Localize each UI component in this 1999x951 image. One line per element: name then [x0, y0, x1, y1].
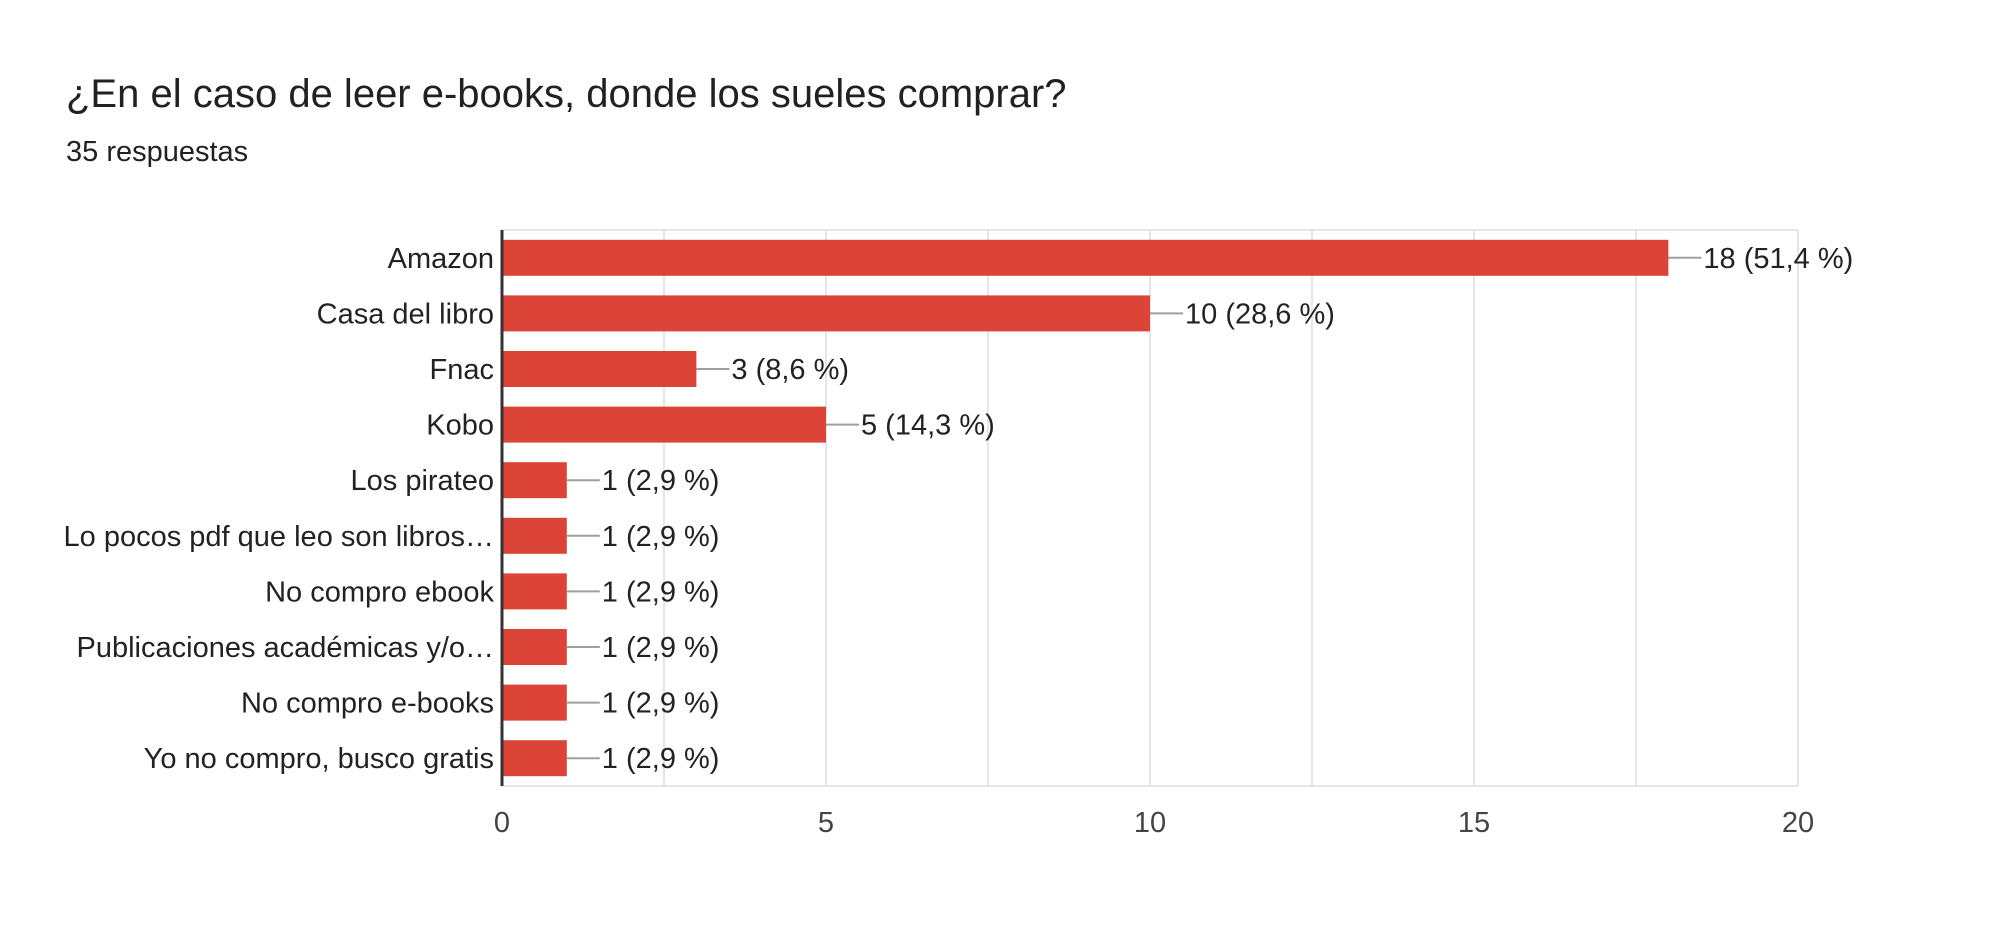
- value-label: 1 (2,9 %): [602, 743, 720, 775]
- value-label: 1 (2,9 %): [602, 688, 720, 720]
- bar[interactable]: [502, 295, 1150, 332]
- category-label: Los pirateo: [351, 465, 495, 497]
- bar[interactable]: [502, 406, 826, 443]
- value-labels: 18 (51,4 %) 10 (28,6 %) 3 (8,6 %) 5 (14,3 %…: [602, 243, 1854, 775]
- bar[interactable]: [502, 462, 567, 499]
- x-tick-label: 10: [1134, 807, 1166, 839]
- value-label: 3 (8,6 %): [731, 354, 849, 386]
- x-tick-label: 15: [1458, 807, 1490, 839]
- category-label: Lo pocos pdf que leo son libros…: [64, 521, 494, 553]
- category-label: Yo no compro, busco gratis: [144, 743, 494, 775]
- leader-lines: [566, 256, 1702, 760]
- value-label: 5 (14,3 %): [861, 410, 995, 442]
- bar[interactable]: [502, 573, 567, 610]
- value-label: 1 (2,9 %): [602, 576, 720, 608]
- bar[interactable]: [502, 629, 567, 665]
- category-label: Fnac: [430, 354, 494, 386]
- value-label: 10 (28,6 %): [1185, 298, 1335, 330]
- category-label: Kobo: [426, 410, 494, 442]
- x-tick-label: 0: [494, 807, 510, 839]
- value-label: 1 (2,9 %): [602, 632, 720, 664]
- category-label: Publicaciones académicas y/o…: [77, 632, 494, 664]
- x-tick-label: 5: [818, 807, 834, 839]
- category-label: No compro e-books: [241, 688, 494, 720]
- category-label: Casa del libro: [317, 298, 494, 330]
- question-title: ¿En el caso de leer e-books, donde los s…: [66, 72, 1067, 116]
- response-count: 35 respuestas: [66, 136, 249, 168]
- bar[interactable]: [502, 684, 567, 721]
- bar[interactable]: [502, 517, 567, 554]
- bar[interactable]: [502, 239, 1669, 276]
- category-label: No compro ebook: [265, 576, 494, 608]
- value-label: 1 (2,9 %): [602, 521, 720, 553]
- x-axis-ticks: 0 5 10 15 20: [494, 807, 1814, 839]
- x-tick-label: 20: [1782, 807, 1814, 839]
- category-labels: Amazon Casa del libro Fnac Kobo Los pirateo L…: [64, 243, 495, 775]
- category-label: Amazon: [388, 243, 494, 275]
- bar[interactable]: [502, 351, 697, 387]
- value-label: 18 (51,4 %): [1703, 243, 1853, 275]
- bar[interactable]: [502, 740, 567, 777]
- value-label: 1 (2,9 %): [602, 465, 720, 497]
- bars: [502, 239, 1669, 777]
